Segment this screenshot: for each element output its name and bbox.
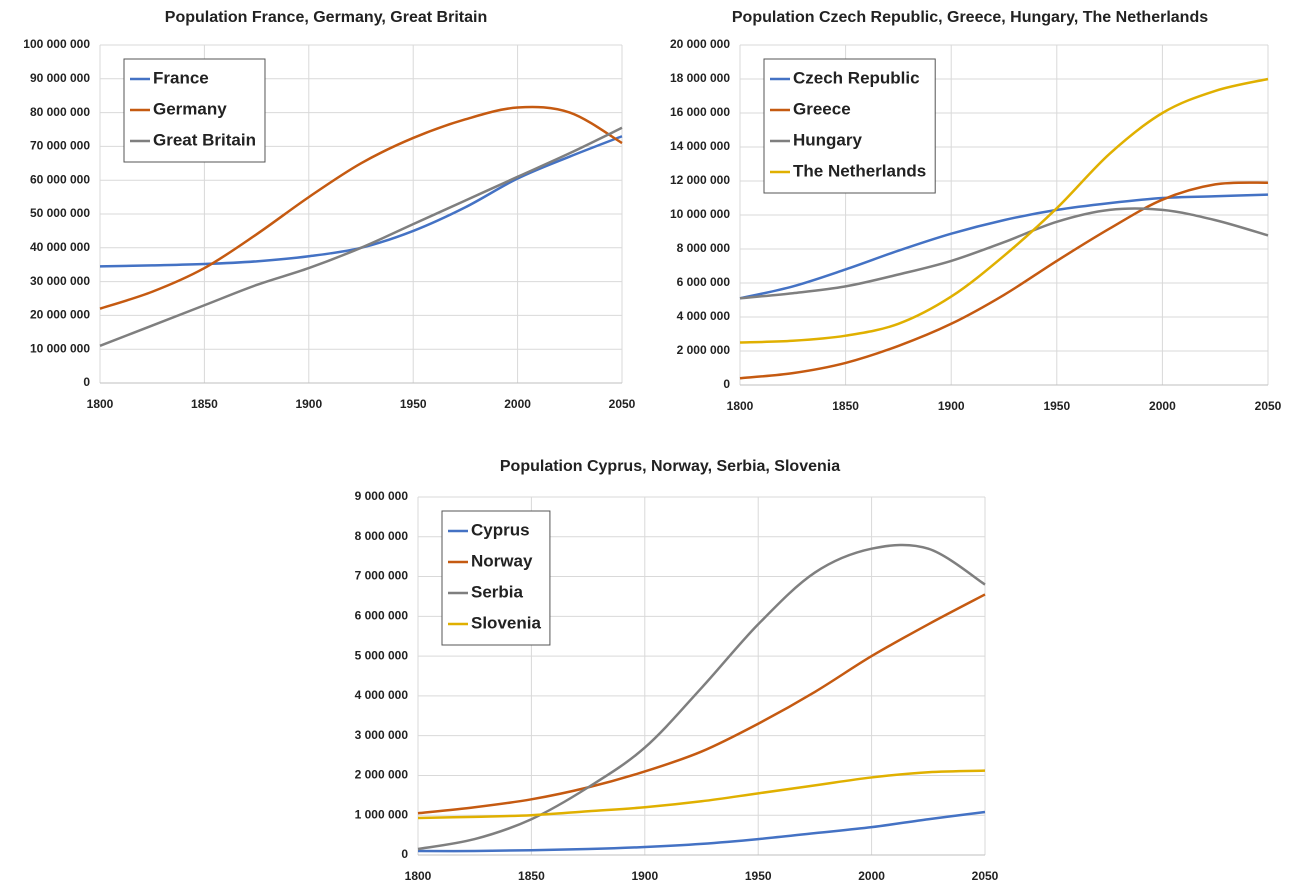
legend-label: France (153, 68, 209, 87)
y-tick-label: 10 000 000 (670, 207, 730, 221)
legend-label: Czech Republic (793, 68, 920, 87)
y-tick-label: 80 000 000 (30, 105, 90, 119)
legend-label: Norway (471, 551, 533, 570)
x-tick-label: 1800 (405, 869, 432, 883)
x-tick-label: 1950 (745, 869, 772, 883)
series-line (417, 593, 986, 815)
x-tick-label: 1950 (1043, 399, 1070, 413)
y-tick-label: 6 000 000 (355, 609, 409, 623)
legend: France Germany Great Britain (123, 58, 266, 163)
y-tick-label: 8 000 000 (355, 529, 409, 543)
y-tick-label: 18 000 000 (670, 71, 730, 85)
x-tick-label: 1850 (191, 397, 218, 411)
y-tick-label: 10 000 000 (30, 341, 90, 355)
legend: Cyprus Norway Serbia Slovenia (441, 510, 551, 646)
y-tick-label: 8 000 000 (677, 241, 731, 255)
legend-label: Germany (153, 99, 227, 118)
series-line (99, 105, 623, 310)
y-tick-label: 16 000 000 (670, 105, 730, 119)
series-line (417, 810, 986, 853)
x-tick-label: 2000 (858, 869, 885, 883)
y-tick-label: 1 000 000 (355, 807, 409, 821)
line-chart: Population France, Germany, Great Britai… (23, 9, 635, 411)
chart-title: Population Czech Republic, Greece, Hunga… (732, 9, 1208, 26)
y-tick-label: 14 000 000 (670, 139, 730, 153)
y-tick-label: 3 000 000 (355, 728, 409, 742)
chart-title: Population Cyprus, Norway, Serbia, Slove… (500, 458, 840, 475)
y-tick-label: 90 000 000 (30, 71, 90, 85)
legend-label: Serbia (471, 582, 524, 601)
y-tick-label: 6 000 000 (677, 275, 731, 289)
x-tick-label: 1900 (631, 869, 658, 883)
y-tick-label: 70 000 000 (30, 139, 90, 153)
line-chart: Population Czech Republic, Greece, Hunga… (670, 9, 1282, 413)
y-tick-label: 0 (83, 375, 90, 389)
legend: Czech Republic Greece Hungary The Netherlan… (763, 58, 936, 194)
y-tick-label: 7 000 000 (355, 569, 409, 583)
x-tick-label: 1850 (832, 399, 859, 413)
y-tick-label: 40 000 000 (30, 240, 90, 254)
x-tick-label: 1850 (518, 869, 545, 883)
legend-label: Greece (793, 99, 851, 118)
legend-label: Great Britain (153, 130, 256, 149)
x-tick-label: 1900 (938, 399, 965, 413)
legend-label: Hungary (793, 130, 863, 149)
y-tick-label: 4 000 000 (355, 688, 409, 702)
series-line (739, 193, 1269, 300)
x-tick-label: 2050 (972, 869, 999, 883)
chart-title: Population France, Germany, Great Britai… (165, 9, 487, 26)
legend-label: Cyprus (471, 520, 530, 539)
legend-label: Slovenia (471, 613, 541, 632)
y-tick-label: 0 (401, 847, 408, 861)
series-line (417, 543, 986, 851)
x-tick-label: 2000 (504, 397, 531, 411)
series-line (99, 126, 623, 347)
x-tick-label: 2050 (1255, 399, 1282, 413)
y-tick-label: 30 000 000 (30, 274, 90, 288)
y-tick-label: 50 000 000 (30, 206, 90, 220)
x-tick-label: 2050 (609, 397, 636, 411)
series-line (417, 769, 986, 820)
legend-label: The Netherlands (793, 161, 926, 180)
y-tick-label: 20 000 000 (30, 308, 90, 322)
y-tick-label: 100 000 000 (23, 37, 90, 51)
y-tick-label: 60 000 000 (30, 172, 90, 186)
line-chart: Population Cyprus, Norway, Serbia, Slove… (355, 458, 999, 883)
x-tick-label: 1800 (87, 397, 114, 411)
series-line (739, 207, 1269, 300)
y-tick-label: 12 000 000 (670, 173, 730, 187)
x-tick-label: 1950 (400, 397, 427, 411)
series-line (739, 181, 1269, 380)
legend-box (763, 58, 936, 194)
y-tick-label: 9 000 000 (355, 489, 409, 503)
y-tick-label: 0 (723, 377, 730, 391)
y-tick-label: 20 000 000 (670, 37, 730, 51)
x-tick-label: 1800 (727, 399, 754, 413)
y-tick-label: 5 000 000 (355, 648, 409, 662)
y-tick-label: 4 000 000 (677, 309, 731, 323)
x-tick-label: 2000 (1149, 399, 1176, 413)
y-tick-label: 2 000 000 (677, 343, 731, 357)
x-tick-label: 1900 (295, 397, 322, 411)
y-tick-label: 2 000 000 (355, 768, 409, 782)
series-line (739, 77, 1269, 344)
legend-box (441, 510, 551, 646)
